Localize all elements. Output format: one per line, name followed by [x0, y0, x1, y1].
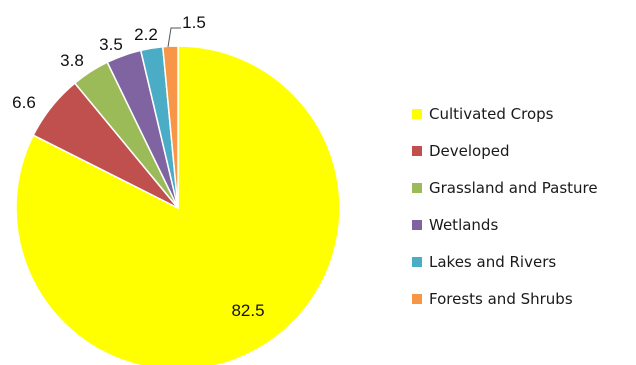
legend-swatch-developed: [412, 146, 422, 156]
legend-label-lakes-and-rivers: Lakes and Rivers: [429, 253, 556, 271]
legend-swatch-forests-and-shrubs: [412, 294, 422, 304]
value-label-wetlands: 3.5: [99, 35, 123, 54]
legend-label-grassland-and-pasture: Grassland and Pasture: [429, 179, 598, 197]
legend-label-developed: Developed: [429, 142, 510, 160]
value-label-grassland-and-pasture: 3.8: [60, 51, 84, 70]
leader-lines: [167, 27, 181, 48]
value-labels: 82.5 6.6 3.8 3.5 2.2 1.5: [12, 13, 264, 320]
legend-swatch-lakes-and-rivers: [412, 257, 422, 267]
legend-swatch-wetlands: [412, 220, 422, 230]
value-label-forests-and-shrubs: 1.5: [182, 13, 206, 32]
value-label-lakes-and-rivers: 2.2: [134, 25, 158, 44]
pie-slice-cultivated-crops: [15, 45, 341, 365]
legend-label-forests-and-shrubs: Forests and Shrubs: [429, 290, 573, 308]
leader-line-forests-and-shrubs: [167, 27, 181, 48]
value-label-developed: 6.6: [12, 93, 36, 112]
pie-slices: [15, 45, 341, 365]
legend-label-cultivated-crops: Cultivated Crops: [429, 105, 554, 123]
pie-slice-forests-and-shrubs: [161, 45, 179, 209]
legend-swatch-cultivated-crops: [412, 109, 422, 119]
value-label-cultivated-crops: 82.5: [231, 301, 264, 320]
legend: Cultivated Crops Developed Grassland and P…: [412, 105, 598, 308]
legend-swatch-grassland-and-pasture: [412, 183, 422, 193]
legend-label-wetlands: Wetlands: [429, 216, 498, 234]
